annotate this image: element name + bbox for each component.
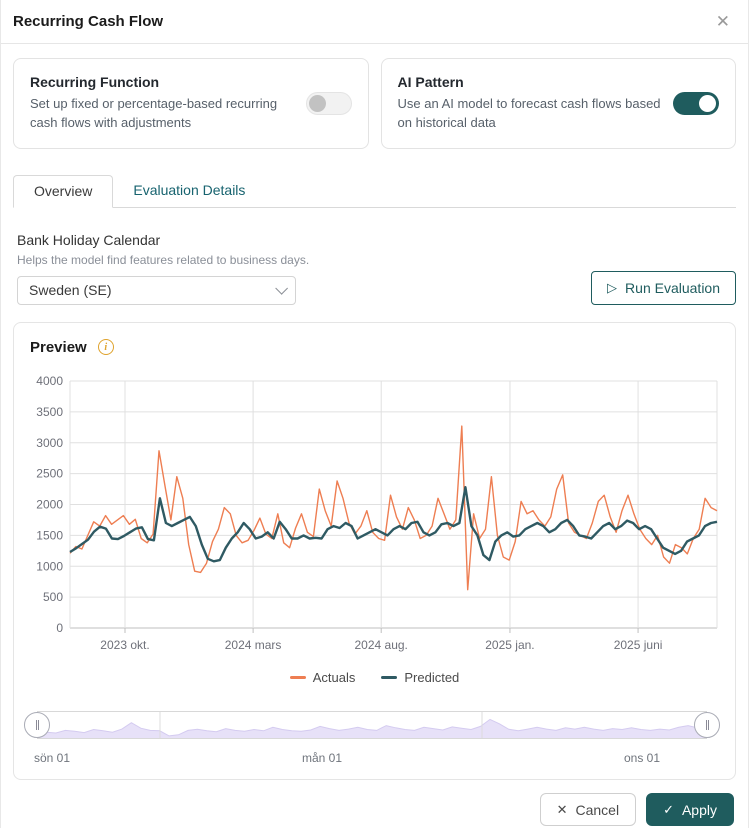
ai-pattern-text: AI Pattern Use an AI model to forecast c… <box>398 74 670 133</box>
svg-text:0: 0 <box>56 621 63 635</box>
close-icon[interactable]: ✕ <box>712 9 734 34</box>
brush-mini-chart <box>37 710 707 739</box>
calendar-label: Bank Holiday Calendar <box>17 231 161 248</box>
recurring-function-text: Recurring Function Set up fixed or perce… <box>30 74 302 133</box>
svg-text:2025 jan.: 2025 jan. <box>485 638 534 652</box>
legend-predicted-label: Predicted <box>404 669 460 685</box>
play-icon: ▷ <box>607 280 618 296</box>
chevron-down-icon <box>275 281 288 295</box>
svg-text:1000: 1000 <box>36 559 63 573</box>
ai-pattern-card: AI Pattern Use an AI model to forecast c… <box>380 58 736 149</box>
tab-evaluation-details[interactable]: Evaluation Details <box>133 182 246 199</box>
time-range-brush[interactable] <box>24 710 720 739</box>
brush-axis-labels: sön 01 mån 01 ons 01 <box>34 750 707 766</box>
dialog-title: Recurring Cash Flow <box>13 13 164 30</box>
x-icon: ✕ <box>556 802 568 817</box>
preview-title: Preview <box>30 338 87 356</box>
legend-item-predicted[interactable]: Predicted <box>381 670 459 685</box>
svg-text:4000: 4000 <box>36 374 63 388</box>
dialog-footer: ✕ Cancel ✓ Apply <box>539 793 734 826</box>
predicted-line-swatch <box>381 675 398 679</box>
tab-overview[interactable]: Overview <box>13 174 114 208</box>
brush-handle-right[interactable] <box>694 711 720 738</box>
svg-text:2024 mars: 2024 mars <box>225 638 282 652</box>
actuals-line-swatch <box>289 675 306 679</box>
calendar-row: Bank Holiday Calendar Helps the model fi… <box>1 208 748 305</box>
ai-pattern-description: Use an AI model to forecast cash flows b… <box>397 96 661 130</box>
forecast-chart: 0 500 1000 1500 2000 2500 3000 3500 4000 2023 okt… <box>30 373 719 685</box>
run-evaluation-button[interactable]: ▷ Run Evaluation <box>591 270 736 305</box>
brush-tick-label: mån 01 <box>301 750 343 765</box>
ai-pattern-title: AI Pattern <box>397 74 464 90</box>
svg-text:2000: 2000 <box>36 497 63 511</box>
svg-text:1500: 1500 <box>36 528 63 542</box>
chart-legend: Actuals Predicted <box>30 670 719 685</box>
brush-tick-label: sön 01 <box>34 750 71 765</box>
apply-label: Apply <box>681 801 717 818</box>
recurring-function-title: Recurring Function <box>30 74 160 90</box>
feature-toggle-cards: Recurring Function Set up fixed or perce… <box>1 44 748 149</box>
recurring-function-toggle[interactable] <box>305 91 352 115</box>
preview-header: Preview i <box>30 339 719 356</box>
calendar-selected-value: Sweden (SE) <box>29 282 112 299</box>
recurring-function-description: Set up fixed or percentage-based recurri… <box>30 96 278 130</box>
chart-plot-area: 0 500 1000 1500 2000 2500 3000 3500 4000 2023 okt… <box>36 374 718 652</box>
toggle-knob <box>308 94 326 112</box>
calendar-help-text: Helps the model find features related to… <box>17 252 310 267</box>
brush-handle-left[interactable] <box>24 711 50 738</box>
legend-item-actuals[interactable]: Actuals <box>289 669 356 685</box>
recurring-function-card: Recurring Function Set up fixed or perce… <box>13 58 369 149</box>
calendar-select[interactable]: Sweden (SE) <box>17 275 296 305</box>
svg-text:2025 juni: 2025 juni <box>614 638 663 652</box>
cancel-label: Cancel <box>575 801 620 818</box>
ai-pattern-toggle[interactable] <box>673 91 719 115</box>
svg-text:2024 aug.: 2024 aug. <box>355 638 408 652</box>
brush-tick-label: ons 01 <box>623 750 661 765</box>
svg-text:3000: 3000 <box>36 435 63 449</box>
calendar-block: Bank Holiday Calendar Helps the model fi… <box>13 232 309 305</box>
check-icon: ✓ <box>663 802 674 817</box>
tab-bar: Overview Evaluation Details <box>13 174 736 208</box>
cancel-button[interactable]: ✕ Cancel <box>539 793 637 826</box>
run-evaluation-label: Run Evaluation <box>625 279 720 296</box>
svg-text:2500: 2500 <box>36 466 63 480</box>
svg-text:3500: 3500 <box>36 405 63 419</box>
svg-text:500: 500 <box>43 590 63 604</box>
legend-actuals-label: Actuals <box>312 669 356 685</box>
dialog-header: Recurring Cash Flow ✕ <box>1 0 748 44</box>
toggle-knob <box>699 94 716 112</box>
svg-text:2023 okt.: 2023 okt. <box>100 638 149 652</box>
preview-panel: Preview i 0 500 1000 1500 2000 2500 3000 3500 40… <box>13 321 736 780</box>
info-icon[interactable]: i <box>97 339 114 356</box>
apply-button[interactable]: ✓ Apply <box>646 793 734 826</box>
